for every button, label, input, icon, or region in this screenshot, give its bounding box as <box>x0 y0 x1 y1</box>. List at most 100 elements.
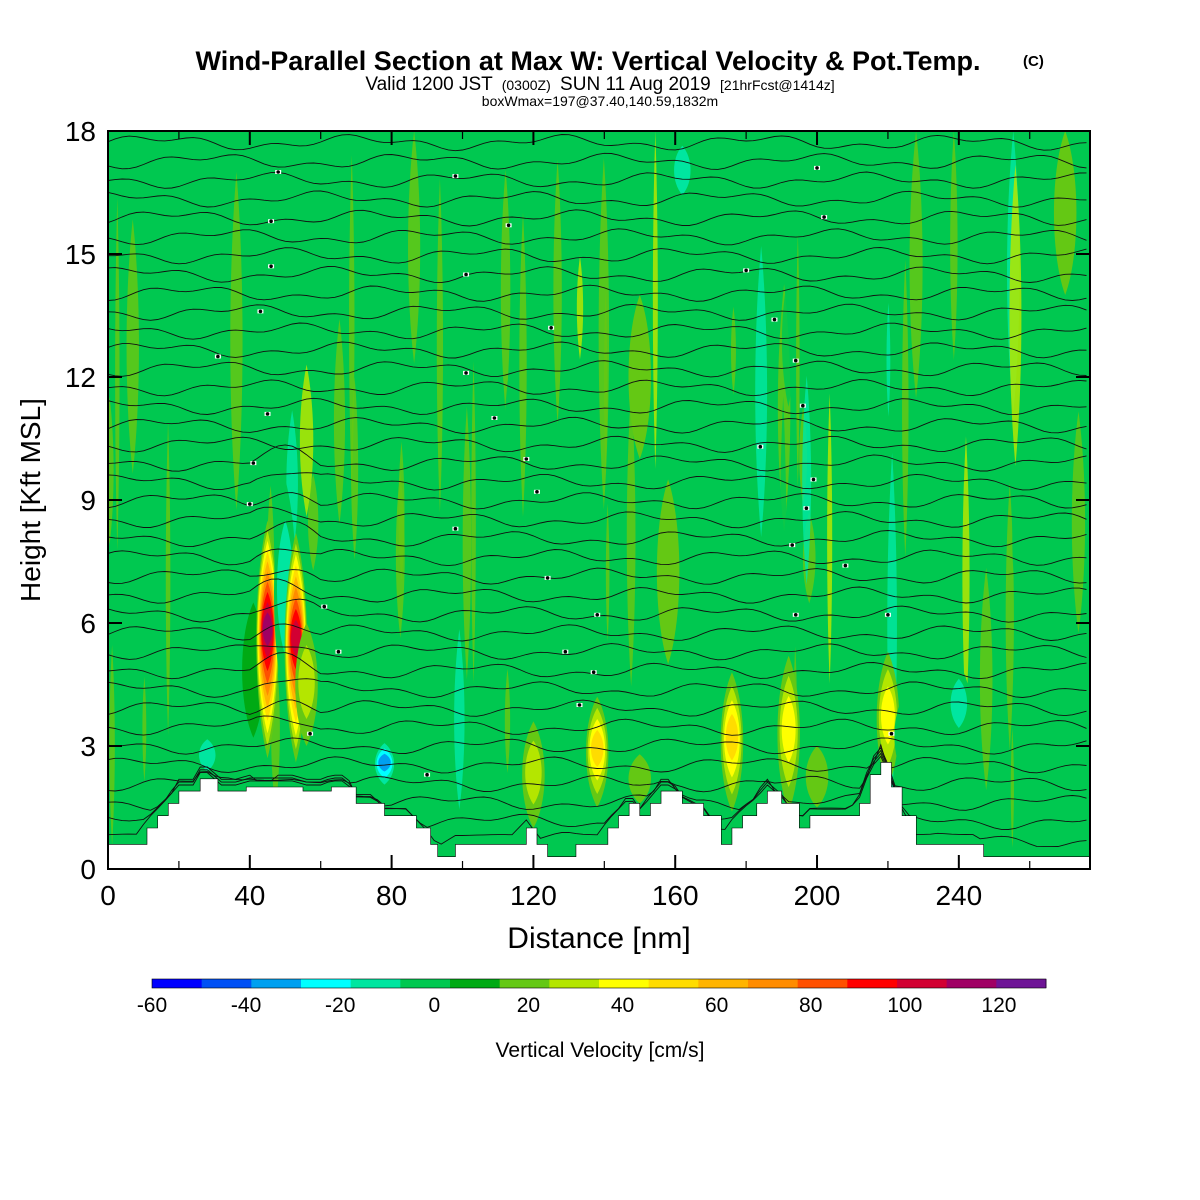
theta-contour <box>108 322 1087 340</box>
contour-label-dot <box>535 490 539 494</box>
subtitle-valid: Valid 1200 JST <box>365 74 493 95</box>
contour-label-dot <box>815 166 819 170</box>
theta-contour <box>108 266 1087 284</box>
colorbar-swatch <box>797 979 848 988</box>
theta-contour <box>108 743 1087 774</box>
theta-contour <box>108 472 1087 491</box>
terrain-mask <box>108 762 1090 869</box>
contour-labels <box>214 165 895 777</box>
theta-contour <box>108 190 1087 208</box>
theta-contour <box>108 752 1087 830</box>
theta-contour <box>108 228 1087 246</box>
contour-label-dot <box>269 264 273 269</box>
velocity-streak <box>779 396 787 732</box>
contour-label-dot <box>744 268 748 273</box>
contour-label-dot <box>591 670 596 674</box>
x-tick-label: 240 <box>935 880 982 911</box>
contour-label-dot <box>258 309 263 314</box>
colorbar-tick-label: 80 <box>799 994 822 1017</box>
velocity-streak <box>398 441 405 582</box>
velocity-streak <box>853 627 858 713</box>
velocity-streak <box>707 489 713 738</box>
theta-contour <box>108 678 1087 698</box>
velocity-streak <box>454 629 465 810</box>
contour-label-dot <box>248 502 252 506</box>
velocity-streak <box>819 317 829 417</box>
contour-label-dot <box>545 576 550 580</box>
velocity-streak <box>230 171 243 511</box>
velocity-streak <box>730 306 736 395</box>
x-tick-label: 200 <box>794 880 841 911</box>
subtitle-forecast: [21hrFcst@1414z] <box>720 77 835 93</box>
copyright-mark: (C) <box>1023 53 1044 70</box>
theta-contour <box>108 643 1087 661</box>
contour-label-dot <box>308 731 312 736</box>
colorbar-tick-label: -40 <box>231 994 261 1017</box>
theta-contour <box>108 435 1087 453</box>
contour-label-dot <box>464 371 468 375</box>
colorbar-swatch <box>201 979 252 988</box>
theta-contour <box>108 360 1087 378</box>
theta-contour <box>108 341 1087 359</box>
y-tick-label: 6 <box>80 608 96 639</box>
velocity-cell <box>947 664 971 746</box>
contour-label-dot <box>492 416 497 420</box>
velocity-streak <box>1049 182 1057 455</box>
colorbar-label: Vertical Velocity [cm/s] <box>496 1039 705 1062</box>
velocity-streak <box>902 259 909 558</box>
velocity-streak <box>436 178 444 513</box>
velocity-streak <box>1010 728 1014 848</box>
velocity-streak <box>1005 483 1014 751</box>
velocity-streak <box>755 245 768 538</box>
contour-label-dot <box>425 772 429 777</box>
velocity-streak <box>165 421 171 736</box>
contour-label-dot <box>563 649 568 654</box>
velocity-streak <box>979 567 993 791</box>
contour-label-dot <box>790 543 795 547</box>
velocity-streak <box>827 393 833 684</box>
colorbar-tick-label: -60 <box>137 994 167 1017</box>
chart-stats: boxWmax=197@37.40,140.59,1832m <box>482 93 718 109</box>
contour-label-dot <box>464 272 468 277</box>
velocity-streak <box>519 212 527 518</box>
colorbar-swatch <box>251 979 302 988</box>
theta-contour <box>108 416 1087 434</box>
theta-contour <box>108 652 1087 680</box>
theta-contour <box>108 444 1087 472</box>
velocity-streak <box>408 131 421 364</box>
velocity-streak <box>108 230 114 396</box>
theta-contour <box>108 134 1087 152</box>
velocity-level <box>781 695 796 763</box>
velocity-streak <box>950 131 958 361</box>
colorbar-swatch <box>549 979 600 988</box>
theta-contour <box>108 715 1087 736</box>
contour-label-dot <box>265 412 270 416</box>
theta-contour <box>108 506 1087 529</box>
contour-label-dot <box>793 358 798 363</box>
colorbar-tick-label: 100 <box>887 994 922 1017</box>
theta-contour <box>108 746 1087 793</box>
velocity-streak <box>126 219 139 474</box>
x-axis-label: Distance [nm] <box>507 922 690 955</box>
theta-contour <box>108 520 1087 548</box>
theta-contour <box>108 247 1087 265</box>
contour-label-dot <box>506 223 511 228</box>
colorbar: -60 -40 -20 0 20 40 60 80 100 120 <box>137 978 1047 1017</box>
colorbar-swatch <box>599 979 650 988</box>
x-tick-label: 80 <box>376 880 407 911</box>
theta-contour <box>108 397 1087 416</box>
colorbar-swatch <box>847 979 898 988</box>
theta-contour <box>108 492 1087 510</box>
subtitle-date: SUN 11 Aug 2019 <box>560 74 711 95</box>
contour-label-dot <box>793 613 798 617</box>
velocity-streak <box>504 668 511 773</box>
colorbar-swatch <box>648 979 699 988</box>
contour-label-dot <box>322 604 327 609</box>
colorbar-swatch <box>946 979 997 988</box>
velocity-cell <box>295 623 318 746</box>
velocity-streak <box>576 255 584 360</box>
y-axis-label: Height [Kft MSL] <box>15 398 46 602</box>
colorbar-swatch <box>499 979 550 988</box>
velocity-streak <box>1056 293 1062 571</box>
